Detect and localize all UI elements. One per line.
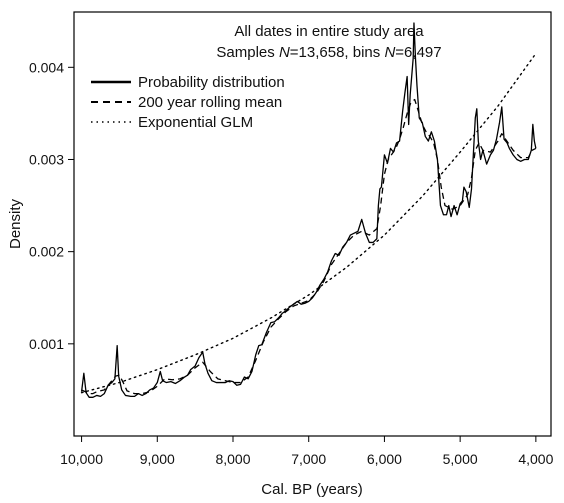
chart-title: All dates in entire study area [234,23,424,40]
y-tick-label: 0.002 [29,244,64,260]
y-tick-label: 0.003 [29,151,64,167]
series-exponential-glm [80,52,537,394]
series-probability-distribution [80,22,537,398]
x-tick-label: 4,000 [518,451,553,467]
x-tick-label: 8,000 [215,451,250,467]
subtitle-n1-symbol: N [279,44,290,61]
axis-ticks: 10,000 9,000 8,000 7,000 6,000 5,000 4,000 0.00… [29,59,554,467]
legend-label-rolling-mean: 200 year rolling mean [138,94,282,111]
x-tick-label: 9,000 [140,451,175,467]
y-tick-label: 0.001 [29,336,64,352]
x-tick-label: 7,000 [291,451,326,467]
subtitle-separator: , bins [344,44,384,61]
subtitle-prefix: Samples [216,44,279,61]
x-tick-label: 6,000 [367,451,402,467]
chart-subtitle: Samples N=13,658, bins N=6,497 [216,44,441,61]
x-tick-label: 10,000 [60,451,103,467]
y-axis-label: Density [7,198,24,249]
y-tick-label: 0.004 [29,59,64,75]
legend-label-probability: Probability distribution [138,74,285,91]
legend-label-exponential-glm: Exponential GLM [138,114,253,131]
subtitle-n1-value: =13,658 [290,44,345,61]
subtitle-n2-value: =6,497 [395,44,441,61]
x-axis-label: Cal. BP (years) [261,481,362,498]
subtitle-n2-symbol: N [384,44,395,61]
x-tick-label: 5,000 [443,451,478,467]
legend: Probability distribution 200 year rollin… [91,74,285,131]
series-layer [80,22,537,398]
plot-frame [73,11,552,437]
